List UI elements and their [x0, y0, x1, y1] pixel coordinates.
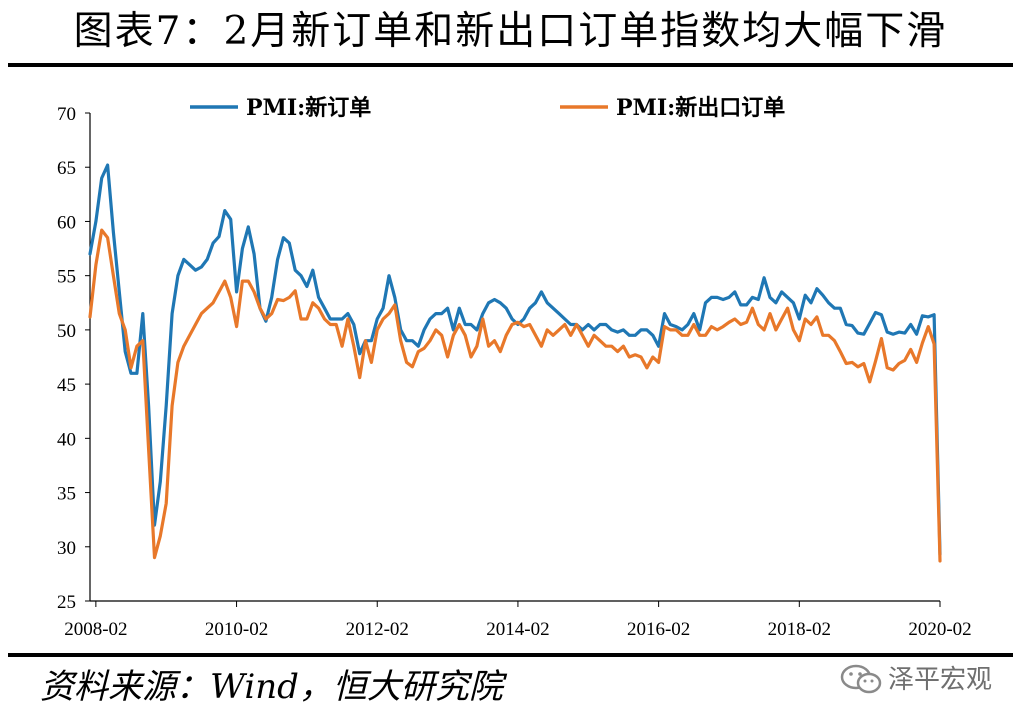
chart-axes: 25 30 35 40 45 50 55 60 65 70 2008-02 2010-02 2012-0…	[57, 104, 972, 640]
series-line-2	[88, 228, 942, 563]
y-tick-label: 55	[57, 267, 76, 288]
source-note: 资料来源：Wind，恒大研究院	[40, 667, 503, 707]
x-tick-label: 2020-02	[908, 619, 971, 640]
x-tick-label: 2016-02	[627, 619, 690, 640]
y-tick-label: 50	[57, 321, 76, 342]
wechat-icon	[840, 664, 882, 694]
y-tick-label: 40	[57, 429, 76, 450]
y-tick-label: 35	[57, 484, 76, 505]
watermark: 泽平宏观	[838, 660, 1008, 700]
y-tick-label: 30	[57, 538, 76, 559]
bottom-rule	[8, 653, 1013, 657]
y-tick-label: 70	[57, 104, 76, 125]
y-tick-label: 45	[57, 375, 76, 396]
x-tick-label: 2014-02	[486, 619, 549, 640]
series-layer	[88, 163, 942, 563]
x-tick-label: 2012-02	[346, 619, 409, 640]
watermark-text: 泽平宏观	[888, 665, 993, 695]
legend-label: PMI:新出口订单	[616, 95, 785, 121]
x-tick-label: 2018-02	[768, 619, 831, 640]
line-chart: 25 30 35 40 45 50 55 60 65 70 2008-02 2010-02 2012-0…	[57, 95, 972, 640]
x-tick-label: 2010-02	[205, 619, 268, 640]
y-tick-label: 25	[57, 592, 76, 613]
chart-legend: PMI:新订单 PMI:新出口订单	[190, 95, 785, 121]
chart-title: 图表7：2月新订单和新出口订单指数均大幅下滑	[73, 9, 948, 54]
legend-label: PMI:新订单	[246, 95, 371, 121]
top-rule	[8, 63, 1013, 67]
series-line-1	[88, 163, 942, 556]
x-tick-label: 2008-02	[64, 619, 127, 640]
y-tick-label: 60	[57, 212, 76, 233]
y-tick-label: 65	[57, 158, 76, 179]
